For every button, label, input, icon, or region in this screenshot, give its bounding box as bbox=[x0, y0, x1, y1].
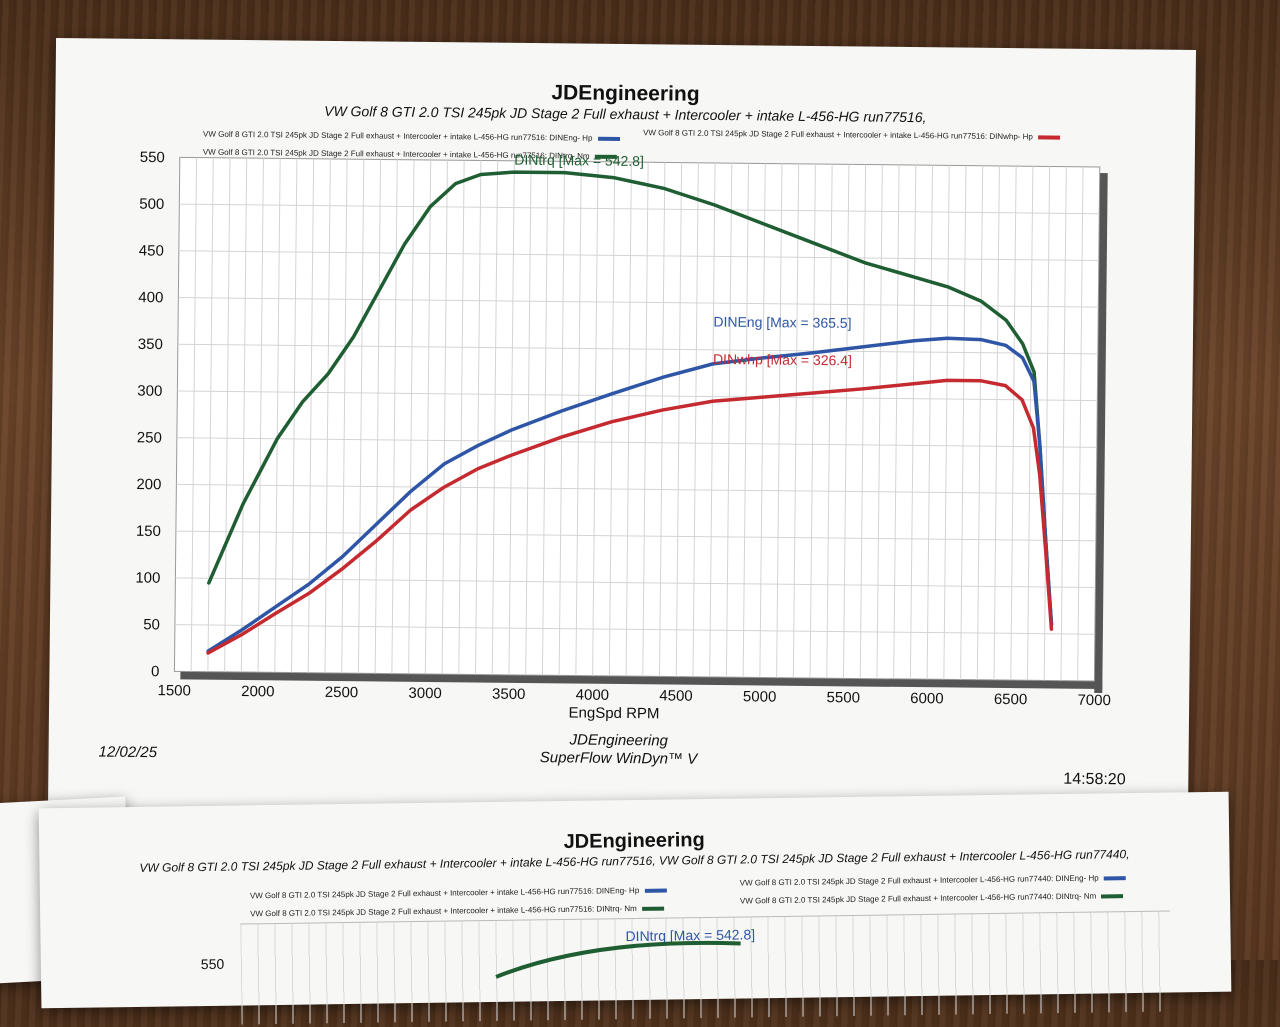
y-tick-label: 350 bbox=[138, 336, 163, 353]
dyno-sheet-second: JDEngineering VW Golf 8 GTI 2.0 TSI 245p… bbox=[38, 791, 1232, 1025]
grid-line-x bbox=[926, 165, 934, 680]
grid-line-x bbox=[809, 164, 816, 678]
grid-line-y bbox=[177, 343, 1098, 355]
grid-line-x bbox=[391, 159, 398, 674]
grid-line-y bbox=[175, 530, 1096, 542]
series-line-dineng bbox=[206, 336, 1054, 653]
grid-line-x bbox=[190, 157, 198, 672]
x-tick-label: 1500 bbox=[157, 682, 191, 699]
y-tick-label: 50 bbox=[143, 616, 160, 633]
grid-line-x bbox=[976, 165, 984, 680]
y-tick-label: 100 bbox=[135, 569, 160, 586]
grid-line-x bbox=[759, 163, 766, 678]
grid-line-x bbox=[993, 165, 1000, 680]
grid-line-x bbox=[592, 161, 599, 676]
x-tick-label: 4000 bbox=[576, 687, 610, 704]
grid-line-x bbox=[1060, 166, 1067, 681]
grid-line-x bbox=[776, 163, 783, 678]
grid-line-x bbox=[1043, 166, 1051, 681]
grid-line-x bbox=[675, 162, 683, 677]
x-tick-label: 3000 bbox=[408, 685, 442, 702]
series-max-label-dintrq: DINtrq [Max = 542.8] bbox=[514, 152, 644, 169]
grid-line-x bbox=[525, 161, 532, 676]
grid-line-x bbox=[324, 158, 331, 673]
grid-line-x bbox=[441, 160, 448, 675]
grid-line-x bbox=[475, 160, 482, 675]
y-tick-label: 550 bbox=[140, 149, 165, 166]
grid-line-x bbox=[642, 162, 649, 677]
y-tick-label: 300 bbox=[137, 383, 162, 400]
x-tick-label: 5500 bbox=[827, 689, 861, 706]
x-tick-label: 7000 bbox=[1077, 692, 1111, 709]
grid-line-x bbox=[558, 161, 566, 676]
grid-line-x bbox=[792, 163, 800, 678]
x-tick-label: 2500 bbox=[325, 684, 359, 701]
y-tick-label: 0 bbox=[151, 663, 160, 680]
grid-line-x bbox=[240, 158, 248, 673]
grid-line-x bbox=[224, 157, 231, 672]
y-tick-label: 450 bbox=[139, 242, 164, 259]
y-tick-label: 250 bbox=[137, 429, 162, 446]
grid-line-x bbox=[307, 158, 315, 673]
grid-line-x bbox=[742, 163, 750, 678]
grid-line-x bbox=[341, 159, 348, 674]
series-line-dinwhp bbox=[206, 378, 1054, 655]
grid-line-x bbox=[491, 160, 499, 675]
grid-line-x bbox=[725, 163, 733, 678]
sheet2-trq-curve bbox=[495, 940, 741, 979]
grid-line-x bbox=[508, 160, 515, 675]
plot-area bbox=[173, 156, 1101, 682]
y-tick-label: 150 bbox=[136, 523, 161, 540]
grid-line-x bbox=[408, 159, 415, 674]
series-max-label-dinwhp: DINwhp [Max = 326.4] bbox=[713, 351, 852, 368]
plot-shadow-right bbox=[1094, 172, 1108, 694]
dyno-chart: 1500 2000 2500 3000 3500 4000 4500 5000 5500 6000… bbox=[135, 149, 1111, 722]
grid-line-x bbox=[842, 164, 850, 679]
x-tick-label: 6500 bbox=[994, 691, 1028, 708]
series-line-dintrq bbox=[207, 170, 1054, 627]
grid-line-y bbox=[178, 250, 1099, 261]
grid-line-x bbox=[274, 158, 281, 673]
y-tick-label: 200 bbox=[136, 476, 161, 493]
grid-line-x bbox=[960, 165, 967, 680]
grid-line-x bbox=[909, 165, 917, 680]
grid-line-y bbox=[176, 483, 1097, 495]
grid-line-x bbox=[458, 160, 465, 675]
grid-line-y bbox=[178, 297, 1099, 308]
grid-line-x bbox=[257, 158, 264, 673]
grid-line-x bbox=[876, 164, 883, 679]
grid-line-x bbox=[608, 161, 616, 676]
grid-line-y bbox=[177, 390, 1098, 402]
grid-line-x bbox=[659, 162, 666, 677]
x-tick-label: 3500 bbox=[492, 686, 526, 703]
grid-line-x bbox=[859, 164, 867, 679]
grid-line-x bbox=[357, 159, 365, 674]
grid-line-x bbox=[893, 164, 900, 679]
grid-line-x bbox=[1010, 166, 1017, 681]
x-tick-label: 6000 bbox=[910, 690, 944, 707]
x-tick-label: 4500 bbox=[659, 687, 693, 704]
grid-line-x bbox=[943, 165, 950, 680]
x-axis-label: EngSpd RPM bbox=[568, 704, 659, 722]
plot-shadow-bottom bbox=[180, 671, 1103, 690]
x-tick-label: 2000 bbox=[241, 683, 275, 700]
series-max-label-dineng: DINEng [Max = 365.5] bbox=[713, 313, 851, 330]
y-tick-label: 500 bbox=[139, 196, 164, 213]
dyno-sheet-main: JDEngineering VW Golf 8 GTI 2.0 TSI 245p… bbox=[47, 38, 1197, 820]
grid-line-y bbox=[179, 203, 1100, 215]
grid-line-x bbox=[424, 159, 432, 674]
grid-line-y bbox=[174, 624, 1095, 635]
grid-line-x bbox=[374, 159, 382, 674]
grid-line-x bbox=[575, 161, 582, 676]
grid-line-x bbox=[692, 162, 699, 677]
grid-line-x bbox=[709, 162, 716, 677]
grid-line-y bbox=[176, 437, 1097, 448]
grid-line-x bbox=[207, 157, 214, 672]
grid-line-x bbox=[1077, 166, 1084, 681]
y-tick-label: 400 bbox=[138, 289, 163, 306]
print-time: 14:58:20 bbox=[1063, 770, 1126, 789]
x-tick-label: 5000 bbox=[743, 688, 777, 705]
